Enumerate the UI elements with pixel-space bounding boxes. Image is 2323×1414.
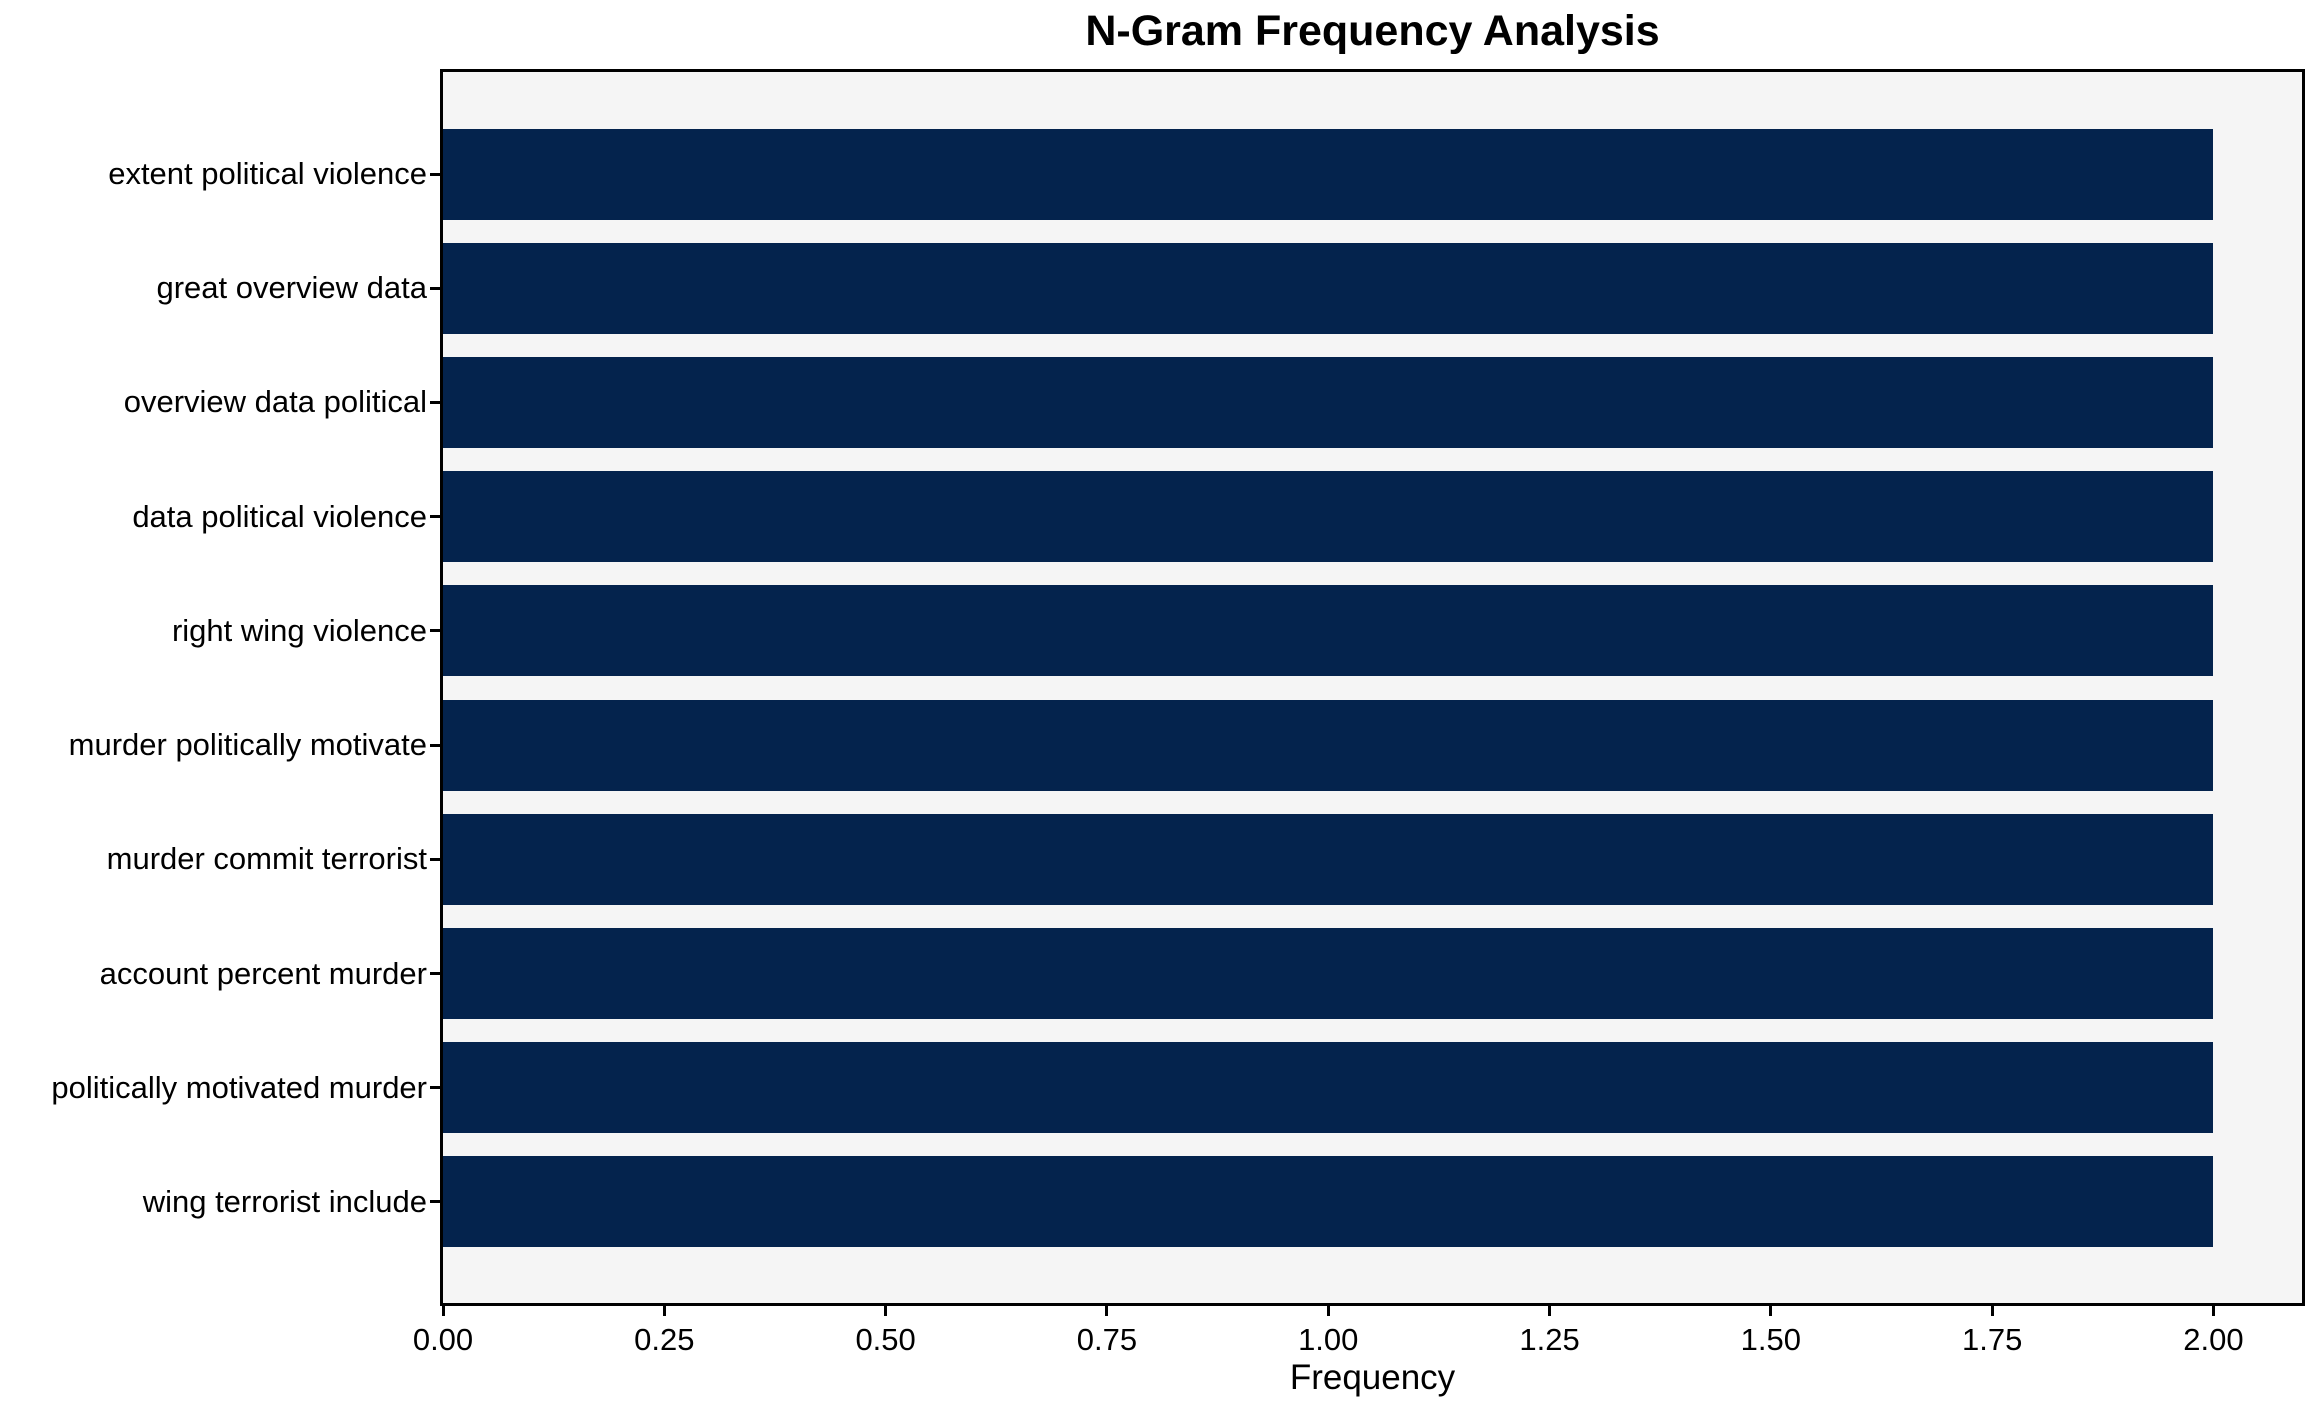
bar (443, 699, 2214, 791)
x-tick-mark (2211, 1304, 2215, 1316)
bar (443, 471, 2214, 563)
bar (443, 356, 2214, 448)
y-tick-label: great overview data (156, 270, 427, 306)
x-tick-label: 1.00 (1298, 1322, 1359, 1357)
x-tick-label: 1.75 (1961, 1322, 2023, 1357)
y-tick-mark (430, 515, 440, 519)
x-tick-mark (441, 1304, 445, 1316)
bar (443, 813, 2214, 905)
x-axis-title: Frequency (1289, 1358, 1456, 1397)
y-tick-label: account percent murder (99, 955, 427, 991)
y-tick-label: extent political violence (108, 156, 427, 191)
x-tick-label: 2.00 (2183, 1322, 2244, 1357)
y-tick-mark (430, 972, 440, 976)
y-tick-mark (430, 743, 440, 747)
x-tick-mark (1769, 1304, 1773, 1316)
x-tick-mark (1105, 1304, 1109, 1316)
chart-title: N-Gram Frequency Analysis (1085, 7, 1660, 55)
y-tick-mark (430, 1086, 440, 1090)
bar (443, 242, 2214, 334)
x-tick-label: 0.25 (634, 1322, 695, 1357)
x-tick-mark (1548, 1304, 1552, 1316)
x-tick-mark (1990, 1304, 1994, 1316)
x-tick-label: 0.50 (855, 1322, 916, 1357)
bar (443, 928, 2214, 1020)
x-tick-label: 1.50 (1740, 1322, 1802, 1357)
y-tick-label: right wing violence (171, 612, 427, 648)
y-tick-label: wing terrorist include (142, 1183, 427, 1219)
y-tick-mark (430, 629, 440, 633)
y-tick-mark (430, 1200, 440, 1204)
y-tick-mark (430, 286, 440, 290)
bar (443, 585, 2214, 677)
x-tick-mark (1326, 1304, 1330, 1316)
plot-area (440, 69, 2305, 1306)
y-tick-label: murder politically motivate (68, 727, 427, 763)
x-tick-label: 0.00 (412, 1322, 474, 1357)
x-tick-label: 0.75 (1076, 1322, 1138, 1357)
y-tick-mark (430, 400, 440, 404)
y-tick-label: overview data political (123, 384, 427, 420)
y-tick-label: murder commit terrorist (106, 841, 427, 877)
y-tick-label: politically motivated murder (51, 1069, 427, 1105)
bar (443, 128, 2214, 220)
y-tick-label: data political violence (132, 498, 427, 534)
bar (443, 1156, 2214, 1248)
y-tick-mark (430, 857, 440, 861)
x-tick-mark (884, 1304, 888, 1316)
y-tick-mark (430, 172, 440, 176)
x-tick-label: 1.25 (1519, 1322, 1580, 1357)
x-tick-mark (662, 1304, 666, 1316)
bar (443, 1042, 2214, 1134)
